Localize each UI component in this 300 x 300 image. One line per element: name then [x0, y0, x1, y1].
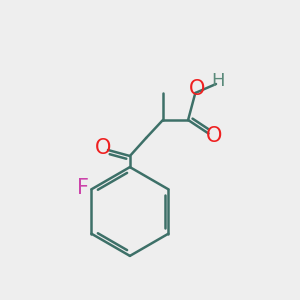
Text: O: O [95, 138, 112, 158]
Text: F: F [77, 178, 89, 198]
Text: O: O [206, 126, 222, 146]
Text: H: H [212, 72, 225, 90]
Text: O: O [189, 80, 205, 99]
